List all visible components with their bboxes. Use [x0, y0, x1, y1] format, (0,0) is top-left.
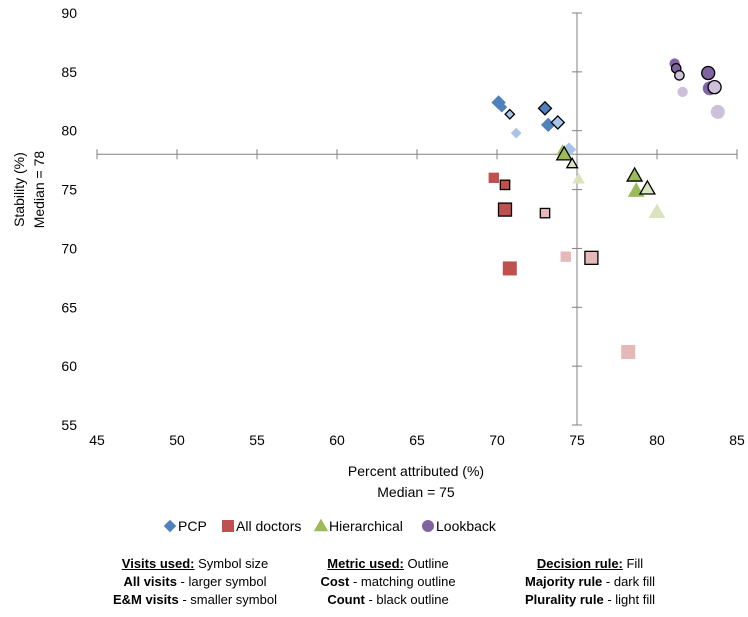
data-point: [701, 65, 716, 81]
data-point: [504, 108, 516, 120]
y-tick-label: 60: [61, 358, 77, 374]
legend-item-pcp: PCP: [163, 518, 207, 534]
data-point: [572, 172, 585, 184]
visits-note: Visits used: Symbol size All visits - la…: [95, 555, 295, 609]
data-point: [502, 261, 517, 276]
x-axis-median-label: Median = 75: [377, 484, 455, 500]
data-point: [626, 166, 644, 182]
x-axis-title: Percent attributed (%): [348, 463, 484, 479]
x-tick-label: 85: [729, 432, 745, 448]
decision-note: Decision rule: Fill Majority rule - dark…: [490, 555, 690, 609]
scatter-chart: 45 50 55 60 65 70 75 80 85 55 60 65 70 75 80 85 90 Perce…: [11, 5, 745, 534]
data-point: [555, 145, 573, 161]
data-point: [565, 156, 579, 169]
legend-marker: [313, 518, 329, 532]
data-point: [510, 127, 522, 139]
tick-labels: 45 50 55 60 65 70 75 80 85 55 60 65 70 75 80 85 90: [61, 5, 745, 448]
data-point: [677, 86, 688, 98]
x-tick-label: 70: [489, 432, 505, 448]
x-tick-label: 65: [409, 432, 425, 448]
legend-label: Lookback: [436, 518, 497, 534]
data-point: [560, 251, 571, 262]
x-tick-label: 80: [649, 432, 665, 448]
data-point: [539, 207, 551, 219]
y-tick-label: 55: [61, 417, 77, 433]
legend-item-hierarchical: Hierarchical: [313, 518, 403, 534]
data-point: [710, 104, 725, 119]
data-point: [648, 203, 666, 219]
legend-item-all-doctors: All doctors: [222, 518, 301, 534]
legend-label: PCP: [178, 518, 207, 534]
series-lookback: [669, 58, 725, 119]
legend-marker: [163, 519, 177, 533]
y-tick-label: 85: [61, 64, 77, 80]
visits-note-all: All visits - larger symbol: [123, 574, 267, 589]
y-tick-label: 90: [61, 5, 77, 21]
x-tick-label: 60: [329, 432, 345, 448]
data-point: [621, 345, 636, 360]
x-tick-label: 75: [569, 432, 585, 448]
decision-note-majority: Majority rule - dark fill: [524, 574, 656, 589]
series-hierarchical: [555, 144, 666, 219]
data-point: [674, 70, 685, 81]
legend-marker: [222, 520, 234, 532]
decision-note-header: Decision rule: Fill: [536, 556, 644, 571]
metric-note-count: Count - black outline: [327, 592, 449, 607]
series-all-doctors: [488, 172, 636, 360]
y-axis-median-label: Median = 78: [31, 151, 47, 229]
legend-item-lookback: Lookback: [422, 518, 497, 534]
metric-note-cost: Cost - matching outline: [320, 574, 456, 589]
data-point: [499, 179, 511, 191]
data-point: [537, 100, 553, 116]
legend-label: Hierarchical: [329, 518, 403, 534]
y-tick-label: 75: [61, 182, 77, 198]
x-tick-label: 50: [169, 432, 185, 448]
data-points: [488, 58, 725, 360]
visits-note-em: E&M visits - smaller symbol: [113, 592, 277, 607]
y-tick-label: 65: [61, 299, 77, 315]
data-point: [496, 101, 508, 113]
y-tick-label: 70: [61, 240, 77, 256]
legend-label: All doctors: [236, 518, 301, 534]
data-point: [550, 115, 566, 130]
legend: PCP All doctors Hierarchical Lookback: [163, 518, 497, 534]
data-point: [497, 202, 513, 217]
visits-note-header: Visits used: Symbol size: [121, 556, 269, 571]
legend-marker: [422, 520, 434, 532]
data-point: [707, 80, 722, 95]
decision-note-plurality: Plurality rule - light fill: [524, 592, 656, 607]
x-tick-label: 55: [249, 432, 265, 448]
chart-axes: [96, 12, 738, 426]
data-point: [638, 179, 656, 195]
metric-note: Metric used: Outline Cost - matching out…: [293, 555, 483, 609]
x-tick-label: 45: [89, 432, 105, 448]
y-tick-label: 80: [61, 123, 77, 139]
axis-titles: Percent attributed (%) Median = 75 Stabi…: [11, 151, 484, 500]
metric-note-header: Metric used: Outline: [327, 556, 449, 571]
data-point: [584, 250, 599, 265]
data-point: [488, 172, 499, 183]
y-axis-title: Stability (%): [11, 152, 27, 227]
